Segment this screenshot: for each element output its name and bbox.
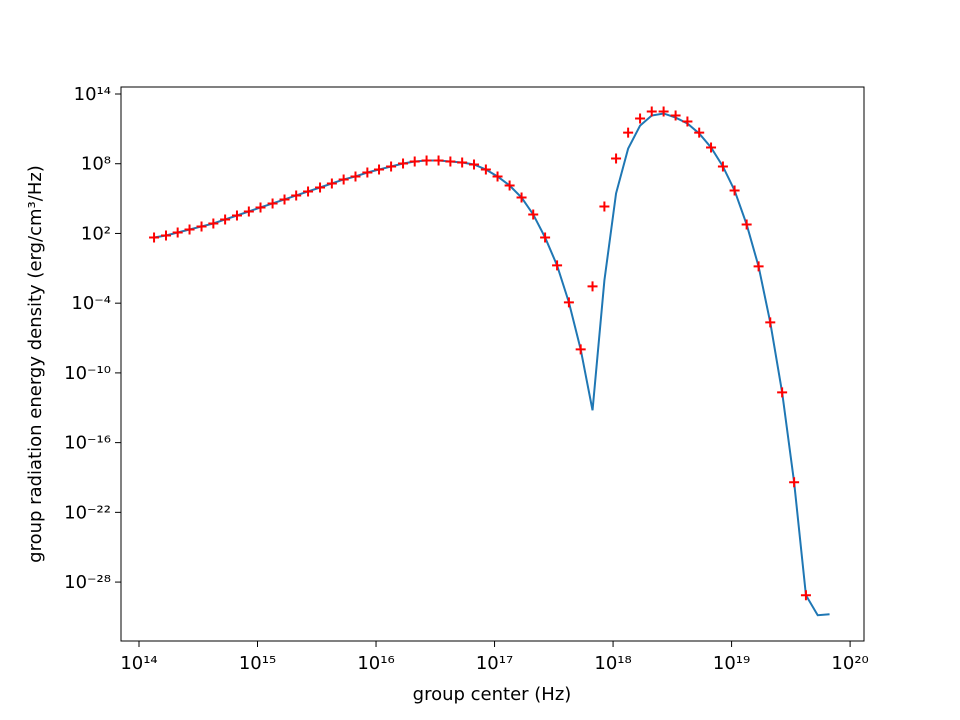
data-marker [611, 153, 622, 164]
data-marker [457, 157, 468, 168]
x-tick-label: 10¹⁹ [713, 653, 750, 674]
y-tick-label: 10⁸ [81, 154, 111, 175]
data-marker [552, 260, 563, 271]
data-marker [291, 190, 302, 201]
data-marker [338, 174, 349, 185]
data-marker [504, 180, 515, 191]
y-tick-label: 10² [81, 223, 111, 244]
data-marker [161, 230, 172, 241]
y-tick-label: 10¹⁴ [74, 84, 111, 105]
data-marker [516, 192, 527, 203]
x-tick-label: 10¹⁸ [594, 653, 631, 674]
data-marker [326, 178, 337, 189]
data-marker [717, 161, 728, 172]
data-marker [196, 221, 207, 232]
data-marker [706, 142, 717, 153]
data-marker [149, 232, 160, 243]
data-marker [350, 171, 361, 182]
data-marker [670, 110, 681, 121]
data-marker [575, 344, 586, 355]
y-tick-label: 10⁻²² [64, 502, 111, 523]
data-marker [800, 590, 811, 601]
x-tick-label: 10¹⁴ [120, 653, 157, 674]
data-marker [184, 224, 195, 235]
data-marker [492, 171, 503, 182]
data-marker [255, 202, 266, 213]
data-marker [362, 167, 373, 178]
data-marker [386, 161, 397, 172]
x-tick-label: 10²⁰ [831, 653, 868, 674]
data-marker [315, 182, 326, 193]
data-marker [599, 201, 610, 212]
data-marker [445, 156, 456, 167]
y-tick-label: 10⁻¹⁶ [64, 433, 111, 454]
data-marker [433, 155, 444, 166]
data-marker [208, 218, 219, 229]
data-marker [409, 156, 420, 167]
data-marker [220, 214, 231, 225]
data-marker [231, 210, 242, 221]
data-marker [765, 317, 776, 328]
y-tick-label: 10⁻¹⁰ [64, 363, 111, 384]
data-marker [694, 127, 705, 138]
data-marker [421, 155, 432, 166]
data-marker [635, 113, 646, 124]
data-marker [528, 209, 539, 220]
data-marker [729, 185, 740, 196]
x-tick-label: 10¹⁷ [476, 653, 513, 674]
data-marker [563, 297, 574, 308]
data-marker [658, 106, 669, 117]
data-marker [398, 158, 409, 169]
x-tick-label: 10¹⁵ [239, 653, 276, 674]
plot-frame [120, 86, 865, 642]
data-marker [540, 232, 551, 243]
data-line [153, 112, 830, 617]
data-marker [682, 116, 693, 127]
data-marker [623, 127, 634, 138]
data-marker [374, 164, 385, 175]
data-marker [267, 198, 278, 209]
data-marker [303, 186, 314, 197]
data-marker [279, 194, 290, 205]
data-marker [172, 227, 183, 238]
data-marker [753, 261, 764, 272]
data-marker [480, 164, 491, 175]
data-marker [777, 387, 788, 398]
y-axis-label: group radiation energy density (erg/cm³/… [25, 165, 46, 563]
y-tick-label: 10⁻⁴ [71, 293, 111, 314]
y-tick-label: 10⁻²⁸ [64, 572, 111, 593]
data-marker [243, 206, 254, 217]
x-axis-label: group center (Hz) [413, 684, 572, 705]
data-marker [469, 159, 480, 170]
data-marker [646, 106, 657, 117]
data-marker [741, 219, 752, 230]
data-marker [789, 477, 800, 488]
data-marker [587, 281, 598, 292]
x-tick-label: 10¹⁶ [357, 653, 394, 674]
